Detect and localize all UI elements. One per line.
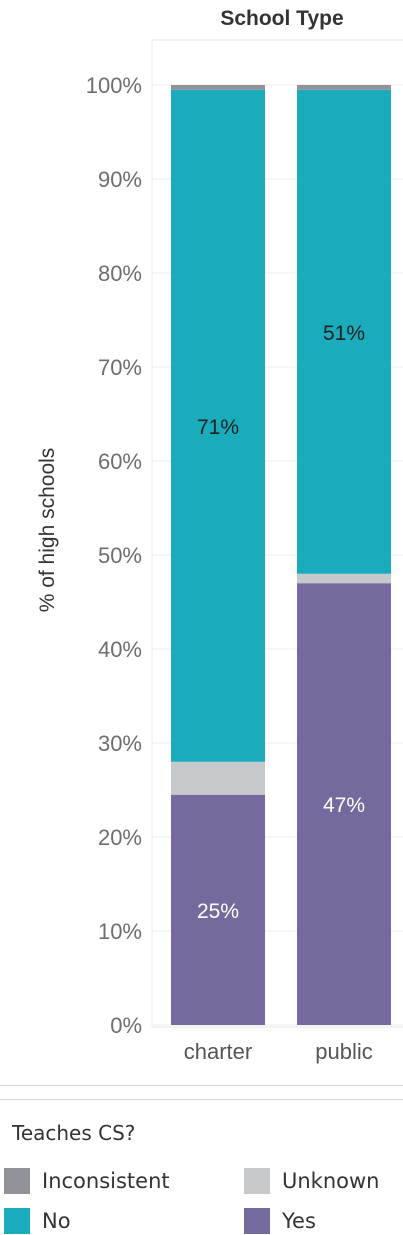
bar-segment-unknown-public — [297, 573, 391, 584]
legend-swatch-no — [4, 1208, 30, 1234]
legend-header-rule — [0, 1099, 403, 1100]
legend-label-unknown: Unknown — [282, 1169, 380, 1193]
data-label: 51% — [323, 322, 365, 345]
legend-item-yes[interactable]: Yes — [244, 1207, 316, 1235]
legend-item-no[interactable]: No — [4, 1207, 71, 1235]
bar-segment-yes-charter — [171, 794, 265, 1025]
y-tick-label: 20% — [98, 825, 142, 850]
data-label: 47% — [323, 794, 365, 817]
legend-swatch-inconsistent — [4, 1168, 30, 1194]
legend-item-inconsistent[interactable]: Inconsistent — [4, 1167, 170, 1195]
stacked-bar-chart: School Type % of high schools 0% 10% 20% 30… — [36, 7, 403, 1064]
y-tick-label: 40% — [98, 637, 142, 662]
bar-segment-yes-public — [297, 583, 391, 1025]
legend-swatch-unknown — [244, 1168, 270, 1194]
bar-segment-inconsistent-charter — [171, 85, 265, 90]
plot-area: 0% 10% 20% 30% 40% 50% 60% 70% 80% 90% 100% 25% 71% c… — [86, 39, 403, 1064]
legend: Teaches CS? Inconsistent Unknown No Yes — [0, 1085, 403, 1235]
y-tick-label: 90% — [98, 167, 142, 192]
y-tick-label: 60% — [98, 449, 142, 474]
legend-title: Teaches CS? — [12, 1121, 136, 1145]
bar-segment-no-charter — [171, 89, 265, 762]
bar-segment-inconsistent-public — [297, 85, 391, 90]
y-tick-label: 30% — [98, 731, 142, 756]
chart-title: School Type — [220, 7, 343, 30]
y-tick-label: 70% — [98, 355, 142, 380]
y-tick-label: 10% — [98, 919, 142, 944]
y-tick-label: 50% — [98, 543, 142, 568]
y-tick-label: 0% — [110, 1013, 142, 1038]
legend-label-no: No — [42, 1209, 71, 1233]
x-category-label: charter — [184, 1039, 252, 1064]
data-label: 25% — [197, 900, 239, 923]
data-label: 71% — [197, 416, 239, 439]
legend-swatch-yes — [244, 1208, 270, 1234]
y-axis-label: % of high schools — [36, 448, 59, 613]
y-tick-label: 100% — [86, 73, 142, 98]
legend-item-unknown[interactable]: Unknown — [244, 1167, 379, 1195]
y-tick-label: 80% — [98, 261, 142, 286]
legend-label-yes: Yes — [282, 1209, 316, 1233]
legend-top-rule — [0, 1085, 403, 1086]
bar-segment-unknown-charter — [171, 761, 265, 795]
x-category-label: public — [315, 1039, 372, 1064]
legend-label-inconsistent: Inconsistent — [42, 1169, 170, 1193]
bar-segment-no-public — [297, 89, 391, 574]
